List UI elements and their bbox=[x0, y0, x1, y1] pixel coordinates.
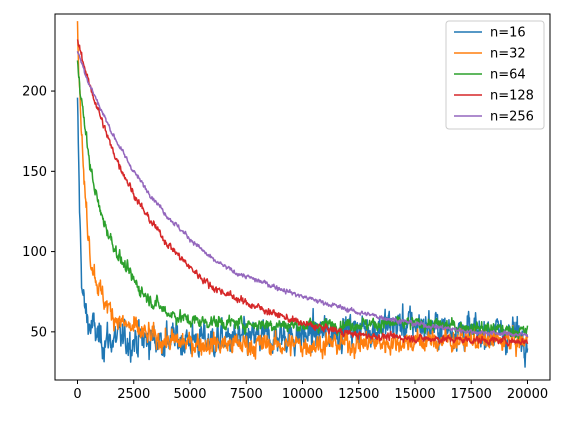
legend-label: n=32 bbox=[490, 47, 526, 62]
x-tick-label: 15000 bbox=[394, 387, 435, 402]
series-layer bbox=[76, 21, 529, 368]
series-line-n-32 bbox=[76, 21, 529, 360]
legend-label: n=64 bbox=[490, 68, 526, 83]
x-axis: 0 2500 5000 7500 10000 12500 15000 17500 20000 bbox=[73, 380, 548, 402]
x-tick-label: 7500 bbox=[230, 387, 263, 402]
x-tick-label: 10000 bbox=[282, 387, 323, 402]
legend: n=16 n=32 n=64 n=128 n=256 bbox=[445, 20, 545, 130]
legend-label: n=16 bbox=[490, 26, 526, 41]
x-tick-label: 20000 bbox=[507, 387, 548, 402]
x-tick-label: 12500 bbox=[338, 387, 379, 402]
series-line-n-256 bbox=[76, 51, 529, 338]
series-line-n-128 bbox=[76, 39, 529, 347]
series-line-n-16 bbox=[76, 97, 529, 368]
y-axis: 50 100 150 200 bbox=[22, 85, 55, 340]
y-tick-label: 150 bbox=[22, 165, 47, 180]
legend-label: n=256 bbox=[490, 110, 534, 125]
x-tick-label: 5000 bbox=[173, 387, 206, 402]
x-tick-label: 0 bbox=[73, 387, 81, 402]
legend-box bbox=[445, 20, 545, 130]
y-tick-label: 50 bbox=[30, 325, 47, 340]
y-tick-label: 100 bbox=[22, 245, 47, 260]
x-tick-label: 17500 bbox=[451, 387, 492, 402]
y-tick-label: 200 bbox=[22, 85, 47, 100]
legend-label: n=128 bbox=[490, 89, 534, 104]
x-tick-label: 2500 bbox=[117, 387, 150, 402]
